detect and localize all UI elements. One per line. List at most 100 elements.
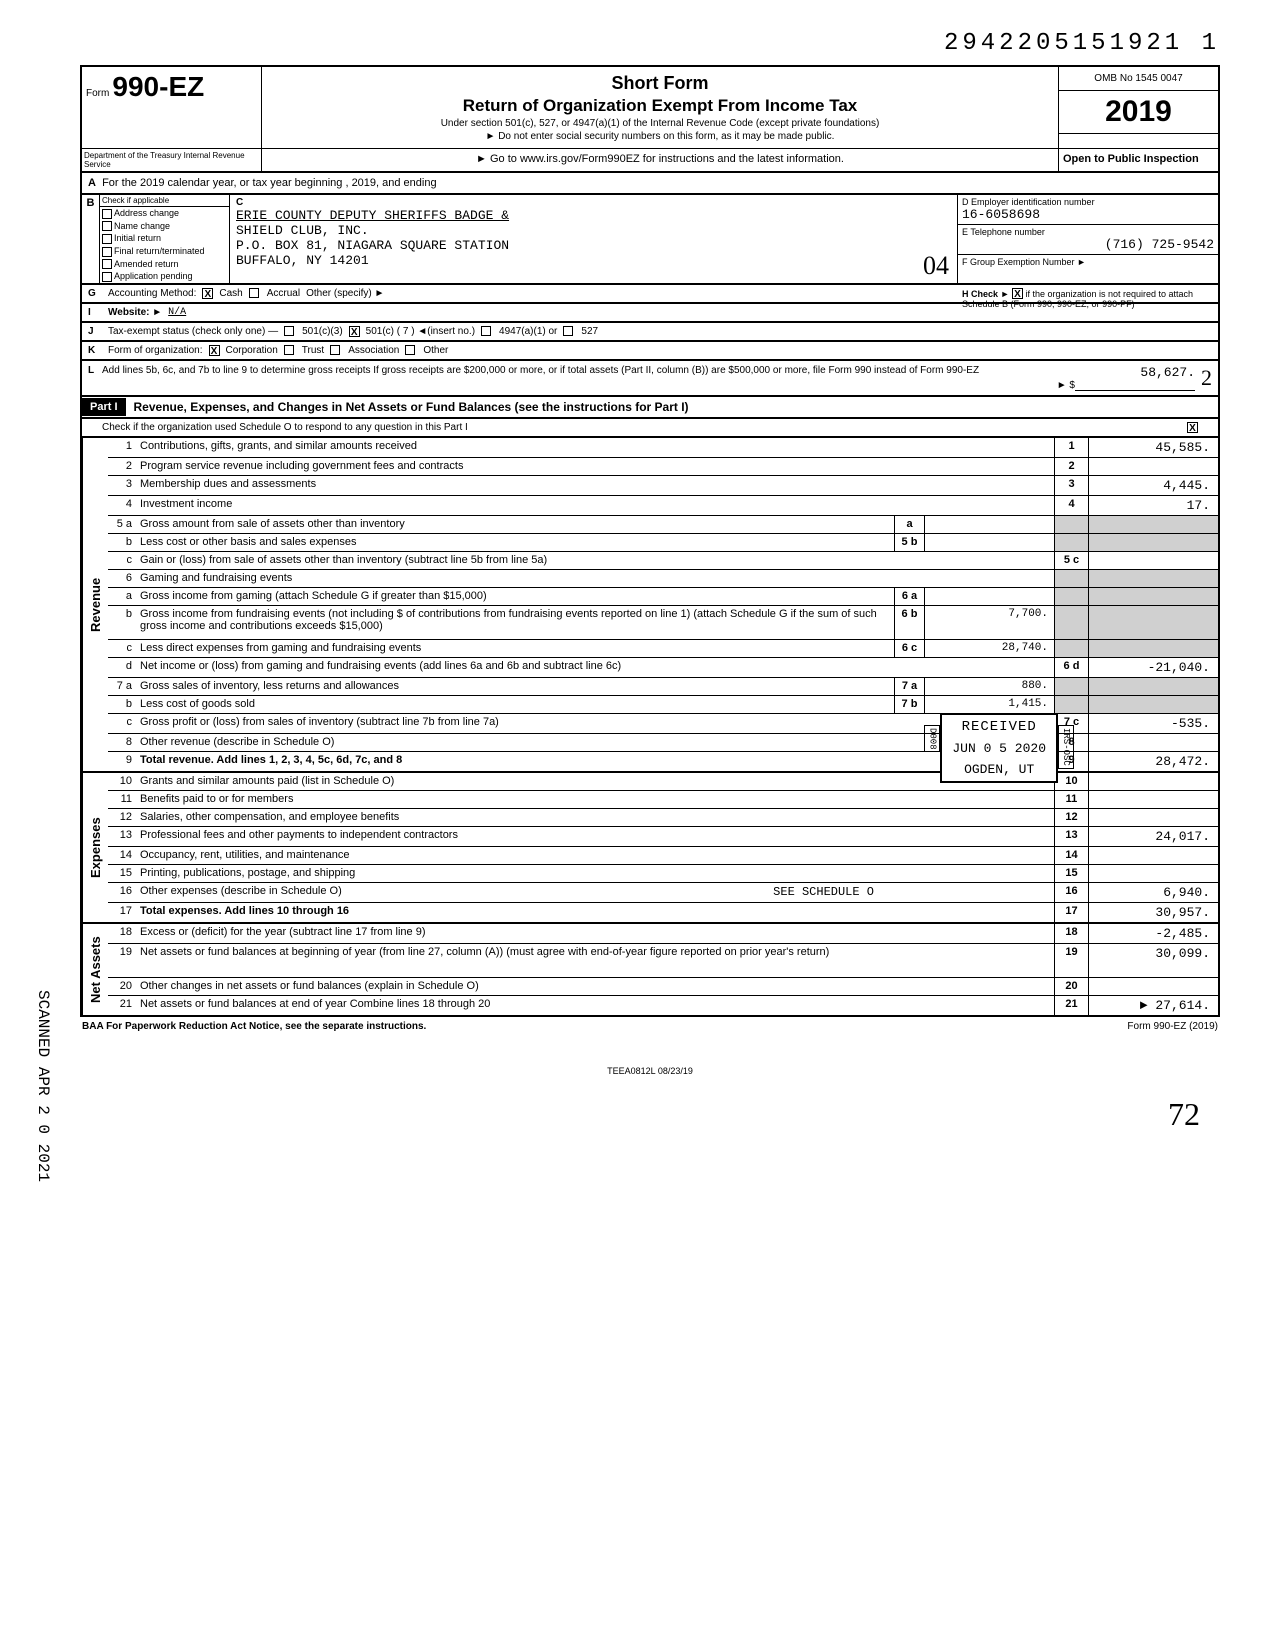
line-number: 12: [108, 809, 136, 826]
line-amount: 24,017.: [1088, 827, 1218, 846]
col-d: D Employer identification number 16-6058…: [958, 195, 1218, 283]
chk-amended[interactable]: Amended return: [100, 258, 229, 271]
line-amount: [1088, 734, 1218, 751]
line-index: [1054, 696, 1088, 713]
line-amount: 45,585.: [1088, 438, 1218, 457]
financial-row: cLess direct expenses from gaming and fu…: [108, 640, 1218, 658]
dept-label: Department of the Treasury Internal Reve…: [82, 149, 262, 171]
line-index: 16: [1054, 883, 1088, 902]
line-number: 3: [108, 476, 136, 495]
chk-initial[interactable]: Initial return: [100, 232, 229, 245]
trust-checkbox[interactable]: [284, 345, 294, 355]
corp-checkbox[interactable]: X: [209, 345, 220, 356]
mid-line-number: a: [895, 516, 925, 533]
line-description: Gain or (loss) from sale of assets other…: [136, 552, 1054, 569]
form-footer: Form 990-EZ (2019): [1127, 1021, 1218, 1032]
cash-checkbox[interactable]: X: [202, 288, 213, 299]
501c-checkbox[interactable]: X: [349, 326, 360, 337]
l-text: Add lines 5b, 6c, and 7b to line 9 to de…: [102, 365, 1057, 391]
schedo-checkbox[interactable]: X: [1187, 422, 1198, 433]
line-description: Other expenses (describe in Schedule O)S…: [136, 883, 1054, 902]
financial-row: 17Total expenses. Add lines 10 through 1…: [108, 903, 1218, 922]
form-name: 990-EZ: [112, 71, 204, 102]
phone-value: (716) 725-9542: [962, 237, 1214, 252]
org-addr-2: BUFFALO, NY 14201: [236, 253, 951, 268]
subtitle-1: Under section 501(c), 527, or 4947(a)(1)…: [268, 118, 1052, 129]
501c3-label: 501(c)(3): [302, 326, 343, 337]
teea-code: TEEA0812L 08/23/19: [80, 1066, 1220, 1076]
line-description: Total expenses. Add lines 10 through 16: [136, 903, 1054, 922]
line-index: 14: [1054, 847, 1088, 864]
line-number: 21: [108, 996, 136, 1015]
netassets-rows: 18Excess or (deficit) for the year (subt…: [108, 924, 1218, 1015]
mid-line-value: 28,740.: [925, 640, 1054, 657]
k-letter: K: [88, 345, 102, 356]
h-checkbox[interactable]: X: [1012, 288, 1023, 299]
corp-label: Corporation: [226, 345, 278, 356]
chk-address[interactable]: Address change: [100, 207, 229, 220]
mid-cell: 6 c28,740.: [894, 640, 1054, 657]
mid-line-number: 6 b: [895, 606, 925, 639]
line-number: 8: [108, 734, 136, 751]
accounting-method: Accounting Method:: [108, 288, 196, 299]
line-index: [1054, 640, 1088, 657]
line-index: [1054, 588, 1088, 605]
line-index: 4: [1054, 496, 1088, 515]
financial-row: 1Contributions, gifts, grants, and simil…: [108, 438, 1218, 458]
tax-exempt-label: Tax-exempt status (check only one) —: [108, 326, 278, 337]
line-number: 1: [108, 438, 136, 457]
g-letter: G: [88, 288, 102, 299]
assoc-checkbox[interactable]: [330, 345, 340, 355]
line-amount: [1088, 696, 1218, 713]
header-right: OMB No 1545 0047 2019: [1058, 67, 1218, 148]
line-index: [1054, 606, 1088, 639]
financial-row: bLess cost or other basis and sales expe…: [108, 534, 1218, 552]
stamp-received: RECEIVED: [952, 719, 1046, 735]
line-amount: [1088, 865, 1218, 882]
part1-schedo: Check if the organization used Schedule …: [80, 419, 1220, 438]
line-description: Net assets or fund balances at beginning…: [136, 944, 1054, 977]
line-index: 19: [1054, 944, 1088, 977]
501c3-checkbox[interactable]: [284, 326, 294, 336]
financial-row: dNet income or (loss) from gaming and fu…: [108, 658, 1218, 678]
other-org-checkbox[interactable]: [405, 345, 415, 355]
line-amount: [1088, 640, 1218, 657]
financial-row: 15Printing, publications, postage, and s…: [108, 865, 1218, 883]
4947-checkbox[interactable]: [481, 326, 491, 336]
line-number: 16: [108, 883, 136, 902]
accrual-checkbox[interactable]: [249, 288, 259, 298]
open-public: Open to Public Inspection: [1058, 149, 1218, 171]
form-header: Form 990-EZ Short Form Return of Organiz…: [80, 65, 1220, 148]
goto-instructions: Go to www.irs.gov/Form990EZ for instruct…: [262, 149, 1058, 171]
line-index: 5 c: [1054, 552, 1088, 569]
financial-row: aGross income from gaming (attach Schedu…: [108, 588, 1218, 606]
identity-block: B Check if applicable Address change Nam…: [80, 195, 1220, 285]
line-index: 1: [1054, 438, 1088, 457]
line-description: Gross amount from sale of assets other t…: [136, 516, 894, 533]
527-checkbox[interactable]: [563, 326, 573, 336]
line-index: 12: [1054, 809, 1088, 826]
line-description: Gross sales of inventory, less returns a…: [136, 678, 894, 695]
chk-final[interactable]: Final return/terminated: [100, 245, 229, 258]
line-description: Other changes in net assets or fund bala…: [136, 978, 1054, 995]
line-description: Less direct expenses from gaming and fun…: [136, 640, 894, 657]
line-number: 7 a: [108, 678, 136, 695]
501c-label: 501(c) ( 7 ) ◄(insert no.): [366, 326, 475, 337]
line-a-text: For the 2019 calendar year, or tax year …: [102, 177, 437, 189]
other-org-label: Other: [423, 345, 448, 356]
chk-pending[interactable]: Application pending: [100, 270, 229, 283]
line-index: 6 d: [1054, 658, 1088, 677]
line-index: [1054, 570, 1088, 587]
check-if-applicable: Check if applicable: [100, 195, 229, 207]
line-index: [1054, 534, 1088, 551]
expenses-side-label: Expenses: [82, 773, 108, 922]
line-description: Gross income from fundraising events (no…: [136, 606, 894, 639]
line-description: Program service revenue including govern…: [136, 458, 1054, 475]
org-info: C ERIE COUNTY DEPUTY SHERIFFS BADGE & SH…: [230, 195, 958, 283]
chk-name[interactable]: Name change: [100, 220, 229, 233]
line-number: 10: [108, 773, 136, 790]
financial-row: bLess cost of goods sold7 b1,415.: [108, 696, 1218, 714]
line-amount: [1088, 978, 1218, 995]
org-name-2: SHIELD CLUB, INC.: [236, 223, 951, 238]
stamp-irs: IRS-OSC: [1058, 725, 1074, 769]
